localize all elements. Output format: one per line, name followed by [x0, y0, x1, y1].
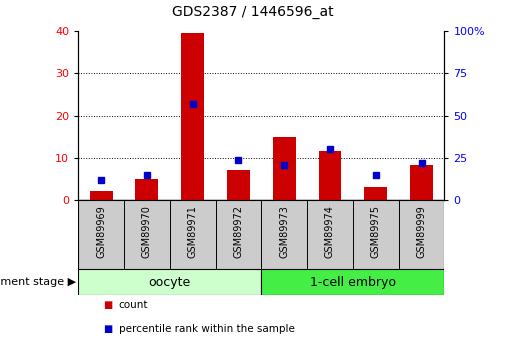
Bar — [90, 191, 113, 200]
Text: oocyte: oocyte — [148, 276, 191, 288]
Text: percentile rank within the sample: percentile rank within the sample — [119, 325, 294, 334]
Bar — [227, 170, 250, 200]
Text: development stage ▶: development stage ▶ — [0, 277, 76, 287]
Bar — [135, 179, 159, 200]
Bar — [78, 269, 262, 295]
Text: GSM89970: GSM89970 — [142, 205, 152, 258]
Text: GSM89971: GSM89971 — [188, 205, 197, 258]
Bar — [410, 166, 433, 200]
Text: count: count — [119, 300, 148, 310]
Bar — [364, 187, 387, 200]
Bar — [181, 33, 204, 200]
Text: 1-cell embryo: 1-cell embryo — [310, 276, 396, 288]
Bar — [273, 137, 295, 200]
Text: GSM89974: GSM89974 — [325, 205, 335, 258]
Text: ■: ■ — [104, 325, 113, 334]
Text: GSM89973: GSM89973 — [279, 205, 289, 258]
Text: GSM89972: GSM89972 — [233, 205, 243, 258]
Text: GSM89975: GSM89975 — [371, 205, 381, 258]
Bar — [262, 269, 444, 295]
Text: GSM89969: GSM89969 — [96, 205, 106, 257]
Text: GDS2387 / 1446596_at: GDS2387 / 1446596_at — [172, 5, 333, 19]
Bar — [319, 151, 341, 200]
Text: GSM89999: GSM89999 — [417, 205, 427, 257]
Text: ■: ■ — [104, 300, 113, 310]
